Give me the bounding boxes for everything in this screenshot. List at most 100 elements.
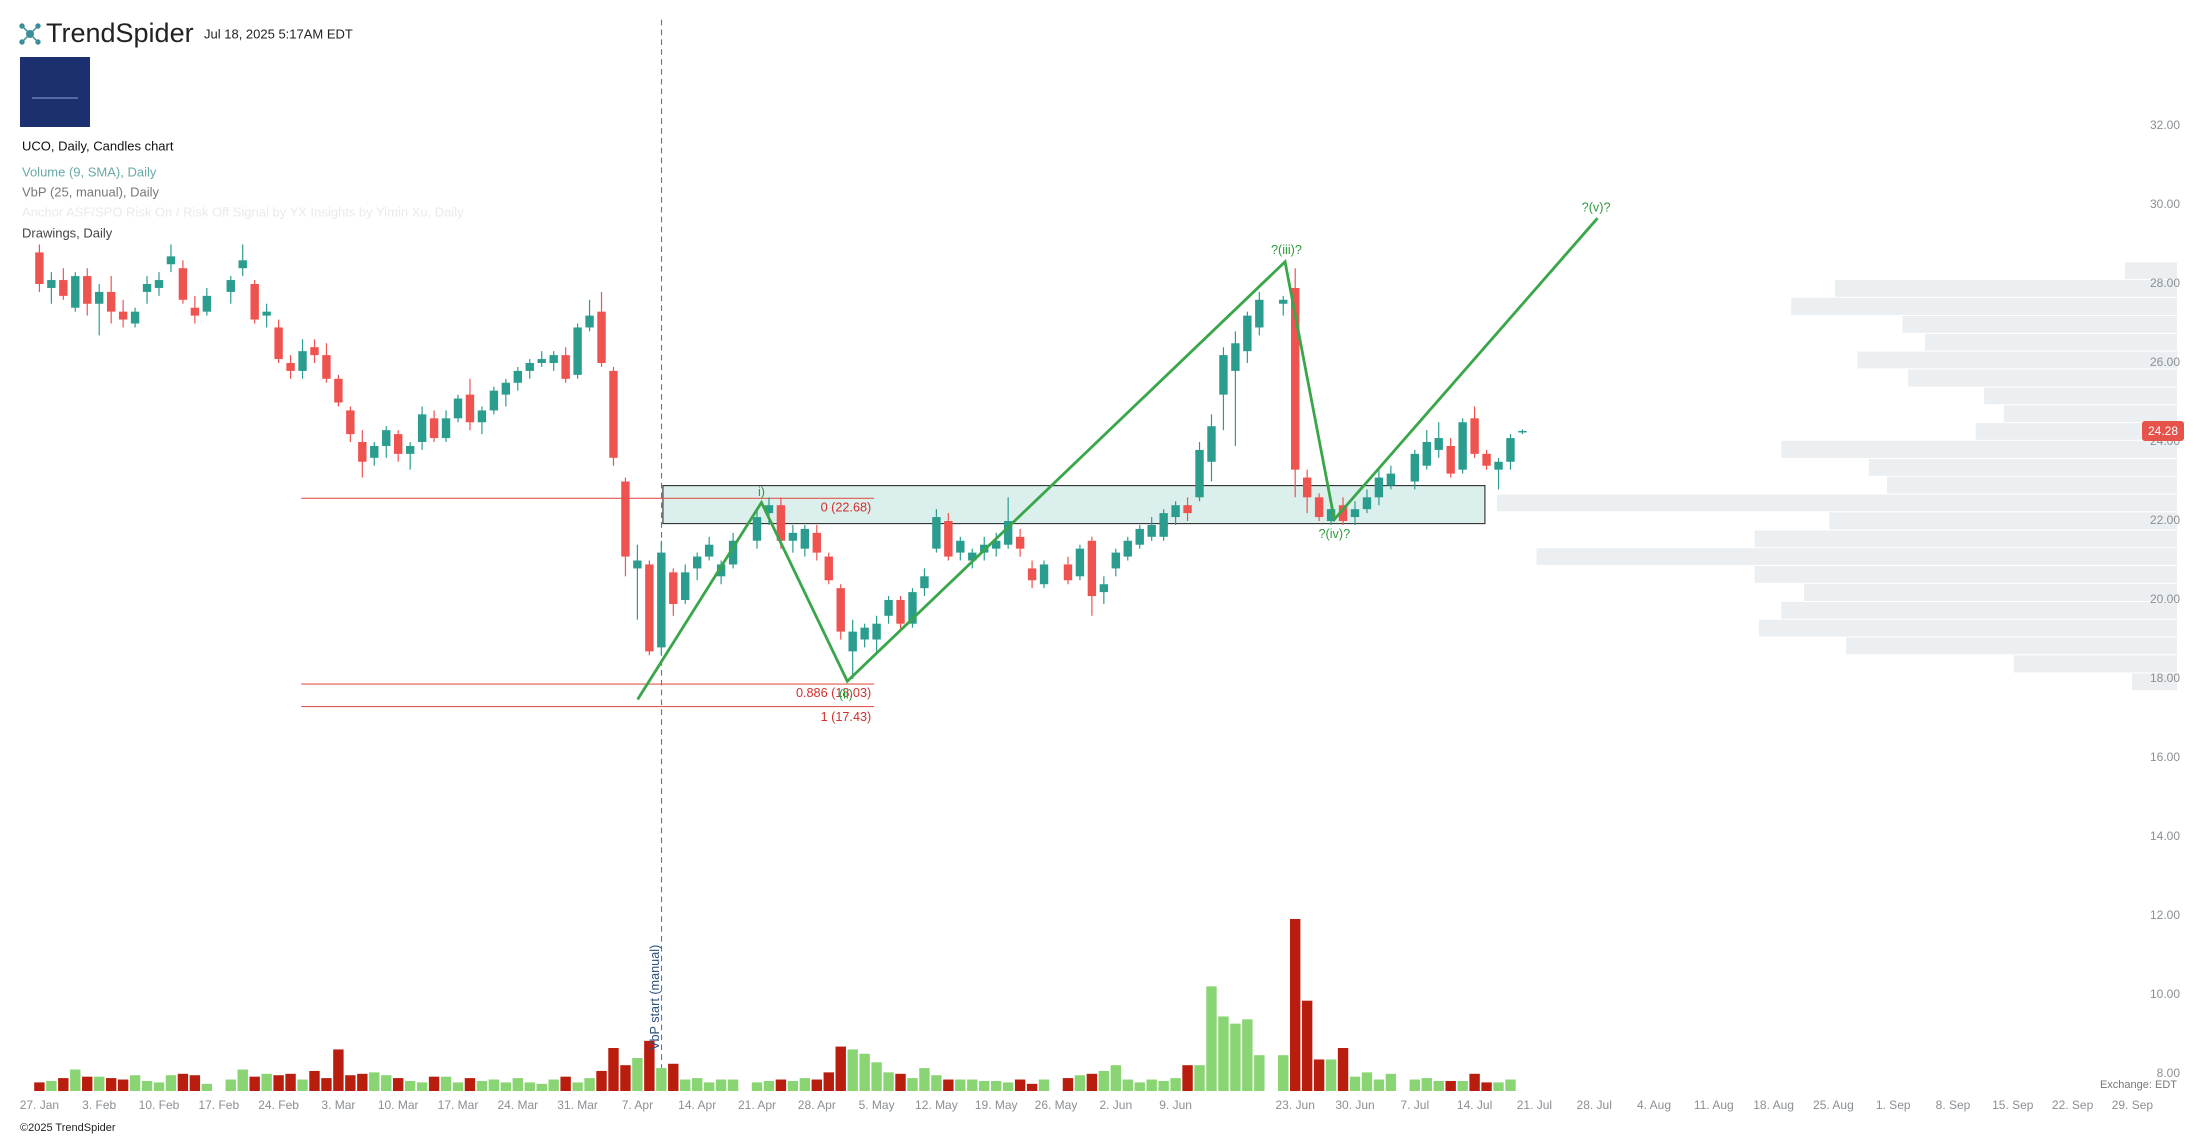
volume-bar xyxy=(584,1078,595,1091)
volume-bar xyxy=(1290,919,1301,1091)
candle-body xyxy=(968,552,977,561)
candle-body xyxy=(1386,473,1396,486)
candle-body xyxy=(226,280,235,292)
volume-bar xyxy=(1254,1055,1265,1091)
volume-bar xyxy=(1349,1076,1361,1091)
candle-body xyxy=(1506,438,1515,462)
x-tick-label: 5. May xyxy=(859,1098,895,1112)
last-price-label: 24.28 xyxy=(2148,424,2178,438)
candle-body xyxy=(1314,497,1324,518)
candle-body xyxy=(681,572,690,601)
x-tick-label: 7. Jul xyxy=(1400,1098,1429,1112)
volume-bar xyxy=(751,1082,763,1091)
candle-body xyxy=(118,311,128,320)
candle-body xyxy=(1422,442,1431,466)
volume-bar xyxy=(1098,1070,1110,1091)
y-tick-label: 26.00 xyxy=(2150,355,2180,369)
x-tick-label: 23. Jun xyxy=(1276,1098,1315,1112)
candle-body xyxy=(1494,461,1503,470)
y-tick-label: 8.00 xyxy=(2157,1066,2181,1080)
candle-body xyxy=(944,521,953,557)
volume-bar xyxy=(1481,1082,1492,1091)
candle-body xyxy=(537,359,546,364)
vbp-bar xyxy=(1902,316,2177,333)
volume-bar xyxy=(727,1079,739,1091)
x-tick-label: 21. Apr xyxy=(738,1098,776,1112)
candle-body xyxy=(896,600,905,624)
y-tick-label: 18.00 xyxy=(2150,671,2180,685)
candle-body xyxy=(47,280,56,288)
candle-body xyxy=(358,442,367,462)
candle-body xyxy=(322,355,331,379)
vbp-bar xyxy=(1834,280,2177,297)
x-tick-label: 1. Sep xyxy=(1876,1098,1911,1112)
volume-bar xyxy=(261,1073,272,1091)
candle-body xyxy=(1338,505,1348,522)
volume-bar xyxy=(1014,1079,1026,1091)
candle-body xyxy=(920,576,929,589)
last-price-tag xyxy=(2142,420,2184,441)
volume-bar xyxy=(1218,1016,1229,1091)
candle-body xyxy=(346,410,355,435)
volume-bar xyxy=(70,1069,81,1091)
volume-bar xyxy=(333,1049,344,1091)
x-tick-label: 14. Apr xyxy=(678,1098,716,1112)
volume-bar xyxy=(907,1078,918,1091)
volume-bar xyxy=(967,1079,978,1091)
candle-body xyxy=(1075,548,1085,577)
candle-body xyxy=(752,517,762,541)
volume-bar xyxy=(919,1068,930,1091)
volume-bar xyxy=(799,1078,811,1091)
candle-body xyxy=(370,445,379,458)
x-tick-label: 12. May xyxy=(915,1098,958,1112)
drawings-front: 0 (22.68) 0.886 (18.03) 1 (17.43) i) (ii… xyxy=(636,201,1611,1050)
x-tick-label: 7. Apr xyxy=(622,1098,653,1112)
vbp-bar xyxy=(1829,512,2177,530)
volume-bar xyxy=(153,1082,165,1091)
x-tick-label: 28. Apr xyxy=(798,1098,836,1112)
volume-bar xyxy=(1206,986,1217,1091)
x-tick-label: 29. Sep xyxy=(2112,1098,2154,1112)
volume-bar xyxy=(1325,1059,1337,1091)
candle-body xyxy=(1243,315,1252,352)
volume-bar xyxy=(428,1076,440,1091)
candle-body xyxy=(405,445,415,454)
candle-body xyxy=(1410,453,1419,482)
candle-body xyxy=(573,327,582,375)
volume-bar xyxy=(895,1073,906,1091)
candle-body xyxy=(489,390,499,411)
candle-body xyxy=(1171,505,1180,518)
volume-bar xyxy=(404,1080,416,1091)
volume-bar xyxy=(165,1075,177,1091)
candle-body xyxy=(597,311,606,364)
candle-body xyxy=(956,540,965,553)
candle-body xyxy=(609,370,618,458)
candle-body xyxy=(238,260,247,269)
volume-bar xyxy=(1242,1019,1253,1091)
indicator-label: VbP (25, manual), Daily xyxy=(22,184,160,199)
candle-body xyxy=(1434,438,1443,450)
x-tick-label: 11. Aug xyxy=(1694,1098,1734,1112)
volume-bar xyxy=(309,1070,320,1091)
x-tick-label: 28. Jul xyxy=(1577,1098,1612,1112)
volume-bar xyxy=(787,1080,799,1091)
volume-bar xyxy=(500,1082,512,1091)
candle-body xyxy=(728,540,738,565)
candle-body xyxy=(633,560,642,569)
volume-bar xyxy=(656,1068,667,1091)
candle-body xyxy=(872,623,881,640)
candle-body xyxy=(657,552,666,648)
candle-body xyxy=(1039,564,1049,585)
candle-body xyxy=(1111,552,1120,569)
volume-bar xyxy=(692,1078,703,1091)
candle-body xyxy=(585,315,594,328)
candle-body xyxy=(1135,528,1144,545)
volume-bar xyxy=(1313,1059,1325,1091)
vbp-bar xyxy=(2131,673,2177,691)
volume-bar xyxy=(632,1058,643,1091)
volume-bar xyxy=(1469,1073,1480,1091)
volume-bar xyxy=(1110,1065,1121,1091)
vbp-bar xyxy=(1975,423,2177,440)
y-tick-label: 12.00 xyxy=(2150,908,2180,922)
x-tick-label: 22. Sep xyxy=(2052,1098,2094,1112)
